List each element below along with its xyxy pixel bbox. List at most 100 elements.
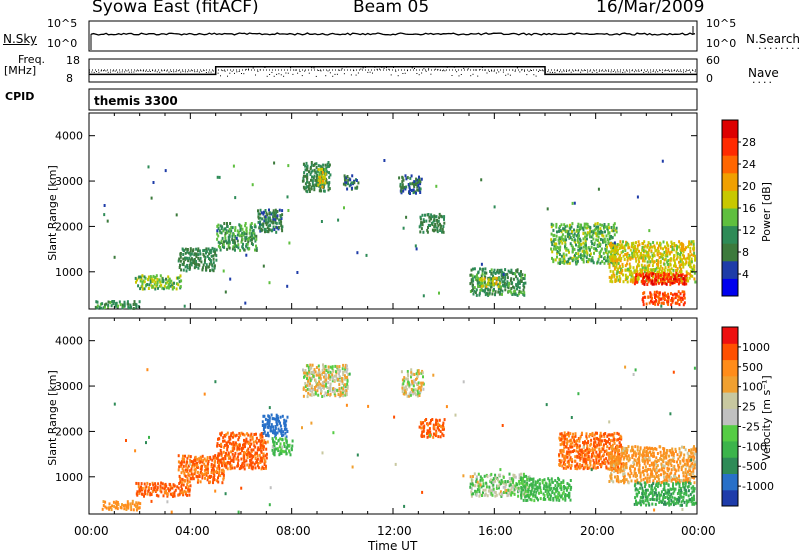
heatmap-cell [506, 494, 509, 498]
heatmap-cell [593, 454, 596, 458]
heatmap-cell [646, 458, 649, 462]
heatmap-cell [623, 451, 626, 455]
heatmap-cell [415, 377, 417, 381]
heatmap-cell [566, 450, 569, 454]
heatmap-cell [653, 246, 656, 250]
heatmap-cell [642, 257, 645, 260]
heatmap-cell [480, 277, 483, 281]
freq-line [89, 65, 697, 76]
heatmap-cell [659, 445, 662, 449]
heatmap-cell [225, 464, 228, 467]
heatmap-cell [660, 304, 663, 308]
nave-dot [135, 70, 137, 72]
heatmap-cell [631, 454, 634, 458]
heatmap-cell [676, 280, 679, 283]
heatmap-cell [558, 483, 561, 486]
heatmap-cell [283, 421, 286, 425]
heatmap-cell [406, 383, 409, 387]
heatmap-cell [621, 246, 624, 250]
heatmap-cell [524, 487, 527, 491]
heatmap-cell [557, 484, 560, 488]
heatmap-cell [662, 480, 665, 484]
heatmap-cell [635, 272, 638, 276]
heatmap-cell [641, 259, 644, 263]
heatmap-cell [233, 443, 236, 447]
heatmap-cell [605, 452, 608, 456]
heatmap-cell [517, 486, 520, 490]
heatmap-cell [130, 305, 133, 309]
heatmap-cell [469, 290, 472, 293]
heatmap-cell [121, 303, 124, 307]
heatmap-cell [148, 482, 151, 486]
heatmap-cell [233, 446, 236, 450]
heatmap-cell [175, 276, 178, 280]
heatmap-cell [672, 273, 675, 277]
nave-dot [463, 67, 465, 69]
heatmap-cell [565, 253, 568, 257]
heatmap-cell [692, 469, 695, 473]
nave-dot [273, 75, 275, 77]
nave-dot [556, 70, 558, 72]
heatmap-cell [232, 460, 235, 463]
heatmap-cell [400, 186, 403, 190]
heatmap-cell [131, 499, 134, 503]
heatmap-cell [602, 461, 605, 465]
heatmap-cell [568, 261, 571, 265]
heatmap-cell [661, 292, 664, 296]
heatmap-cell [323, 386, 325, 390]
heatmap-cell [556, 251, 559, 255]
heatmap-cell [652, 447, 655, 451]
nave-dot [407, 70, 408, 72]
heatmap-cell [306, 185, 308, 189]
heatmap-cell [668, 467, 671, 471]
heatmap-cell [518, 290, 521, 293]
heatmap-cell [263, 423, 266, 427]
heatmap-cell [648, 273, 651, 277]
heatmap-cell [190, 460, 193, 463]
heatmap-cell [260, 211, 263, 215]
heatmap-cell [613, 453, 616, 457]
heatmap-cell [678, 240, 681, 244]
heatmap-cell [653, 300, 656, 304]
heatmap-cell [439, 226, 442, 230]
heatmap-cell [263, 227, 266, 231]
heatmap-cell [306, 164, 309, 168]
heatmap-cell [478, 488, 481, 492]
heatmap-cell [313, 174, 316, 178]
heatmap-cell [510, 487, 513, 491]
heatmap-cell [642, 448, 645, 452]
heatmap-cell [602, 447, 605, 450]
heatmap-cell [591, 242, 594, 246]
heatmap-cell [281, 449, 284, 453]
heatmap-cell [509, 488, 512, 492]
heatmap-cell [632, 266, 635, 270]
heatmap-cell [217, 480, 220, 484]
heatmap-cell [593, 441, 596, 445]
heatmap-cell [514, 272, 517, 276]
heatmap-cell [276, 418, 279, 422]
heatmap-cell [661, 266, 664, 270]
heatmap-cell [402, 226, 405, 230]
heatmap-cell [279, 218, 282, 222]
heatmap-cell [560, 448, 563, 452]
heatmap-cell [606, 445, 609, 449]
heatmap-cell [669, 258, 672, 262]
heatmap-cell [123, 300, 126, 304]
heatmap-cell [328, 181, 331, 185]
heatmap-cell [264, 454, 267, 458]
heatmap-cell [630, 471, 633, 475]
heatmap-cell [570, 244, 573, 248]
heatmap-cell [232, 245, 235, 249]
heatmap-cell [635, 487, 638, 491]
heatmap-cell [666, 254, 669, 258]
heatmap-cell [485, 481, 488, 485]
heatmap-cell [689, 466, 692, 470]
heatmap-cell [575, 256, 578, 260]
heatmap-cell [196, 457, 199, 461]
nave-dot [563, 70, 565, 72]
heatmap-cell [273, 431, 276, 435]
nave-dot [110, 71, 111, 73]
heatmap-cell [306, 383, 309, 387]
heatmap-cell [471, 482, 474, 486]
heatmap-cell [594, 431, 597, 435]
